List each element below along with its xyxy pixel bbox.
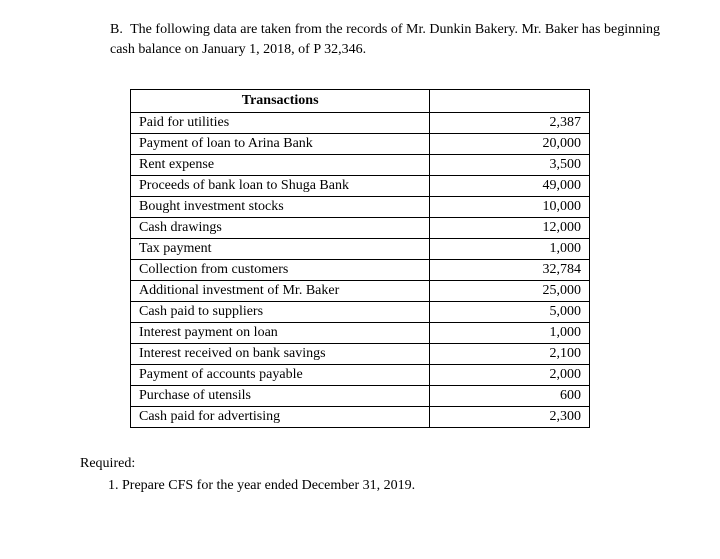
intro-section: B. The following data are taken from the… <box>80 20 660 59</box>
intro-text-wrap: B. The following data are taken from the… <box>110 20 660 59</box>
table-row: Payment of loan to Arina Bank20,000 <box>131 134 590 155</box>
intro-text: The following data are taken from the re… <box>110 22 660 57</box>
row-label: Cash paid for advertising <box>131 407 430 428</box>
row-value: 1,000 <box>430 239 590 260</box>
table-row: Rent expense3,500 <box>131 155 590 176</box>
table-row: Purchase of utensils600 <box>131 386 590 407</box>
row-value: 20,000 <box>430 134 590 155</box>
row-label: Payment of accounts payable <box>131 365 430 386</box>
intro-label: B. <box>110 20 123 40</box>
row-label: Collection from customers <box>131 260 430 281</box>
required-section: Required: 1. Prepare CFS for the year en… <box>80 456 660 494</box>
row-label: Proceeds of bank loan to Shuga Bank <box>131 176 430 197</box>
row-value: 49,000 <box>430 176 590 197</box>
table-row: Cash paid for advertising2,300 <box>131 407 590 428</box>
table-row: Collection from customers32,784 <box>131 260 590 281</box>
row-label: Additional investment of Mr. Baker <box>131 281 430 302</box>
required-item: 1. Prepare CFS for the year ended Decemb… <box>80 478 660 494</box>
row-value: 2,387 <box>430 113 590 134</box>
row-label: Cash paid to suppliers <box>131 302 430 323</box>
table-header-transactions: Transactions <box>131 90 430 113</box>
row-label: Interest payment on loan <box>131 323 430 344</box>
table-row: Tax payment1,000 <box>131 239 590 260</box>
row-label: Purchase of utensils <box>131 386 430 407</box>
row-label: Paid for utilities <box>131 113 430 134</box>
transactions-table-container: Transactions Paid for utilities2,387 Pay… <box>130 89 660 428</box>
row-label: Cash drawings <box>131 218 430 239</box>
table-header-empty <box>430 90 590 113</box>
row-value: 10,000 <box>430 197 590 218</box>
table-row: Cash paid to suppliers5,000 <box>131 302 590 323</box>
row-value: 2,100 <box>430 344 590 365</box>
table-row: Interest received on bank savings2,100 <box>131 344 590 365</box>
table-row: Bought investment stocks10,000 <box>131 197 590 218</box>
transactions-table: Transactions Paid for utilities2,387 Pay… <box>130 89 590 428</box>
table-row: Payment of accounts payable2,000 <box>131 365 590 386</box>
row-value: 2,300 <box>430 407 590 428</box>
table-row: Interest payment on loan1,000 <box>131 323 590 344</box>
table-row: Additional investment of Mr. Baker25,000 <box>131 281 590 302</box>
row-label: Rent expense <box>131 155 430 176</box>
row-value: 600 <box>430 386 590 407</box>
row-label: Bought investment stocks <box>131 197 430 218</box>
table-header-row: Transactions <box>131 90 590 113</box>
row-label: Payment of loan to Arina Bank <box>131 134 430 155</box>
table-row: Paid for utilities2,387 <box>131 113 590 134</box>
table-row: Cash drawings12,000 <box>131 218 590 239</box>
row-value: 1,000 <box>430 323 590 344</box>
row-value: 2,000 <box>430 365 590 386</box>
table-row: Proceeds of bank loan to Shuga Bank49,00… <box>131 176 590 197</box>
table-body: Paid for utilities2,387 Payment of loan … <box>131 113 590 428</box>
row-value: 3,500 <box>430 155 590 176</box>
row-value: 12,000 <box>430 218 590 239</box>
row-label: Interest received on bank savings <box>131 344 430 365</box>
row-label: Tax payment <box>131 239 430 260</box>
row-value: 5,000 <box>430 302 590 323</box>
required-label: Required: <box>80 456 660 472</box>
row-value: 32,784 <box>430 260 590 281</box>
row-value: 25,000 <box>430 281 590 302</box>
